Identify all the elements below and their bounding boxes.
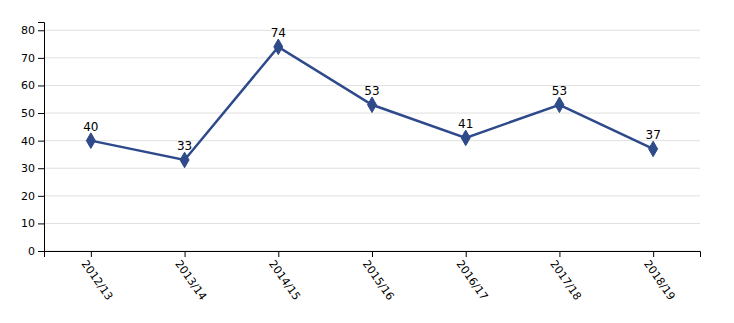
y-tick-label: 30 [21, 162, 35, 175]
data-label: 53 [364, 84, 379, 98]
marker [86, 133, 95, 149]
x-tick: 2015/16 [360, 251, 397, 303]
grid-line [44, 223, 700, 224]
y-tick: 50 [21, 107, 44, 120]
data-labels: 40 33 74 53 41 53 37 [83, 26, 661, 153]
y-tick: 0 [28, 245, 44, 258]
y-tick: 60 [21, 79, 44, 92]
grid-line [44, 140, 700, 141]
grid-line [44, 30, 700, 31]
x-tick: 2016/17 [454, 251, 491, 303]
marks [86, 39, 657, 168]
grid-line [44, 195, 700, 196]
y-tick-mark [38, 113, 44, 114]
x-tick-mark [653, 251, 654, 257]
plot-area: 010203040506070802012/132013/142014/1520… [21, 23, 701, 303]
y-tick-label: 60 [21, 79, 35, 92]
x-tick-mark [91, 251, 92, 257]
x-tick-label: 2012/13 [79, 258, 116, 303]
y-tick: 70 [21, 52, 44, 65]
x-tick-mark [559, 251, 560, 257]
marker [180, 152, 189, 168]
x-tick-label: 2015/16 [360, 258, 397, 303]
marker [368, 97, 377, 113]
grid-line [44, 57, 700, 58]
y-tick-mark [38, 223, 44, 224]
y-tick-label: 50 [21, 107, 35, 120]
x-tick-mark [372, 251, 373, 257]
line [91, 47, 653, 160]
x-tick: 2012/13 [79, 251, 116, 303]
y-tick-label: 70 [21, 52, 35, 65]
y-tick: 80 [21, 24, 44, 37]
y-tick-label: 40 [21, 135, 35, 148]
data-label: 40 [83, 120, 98, 134]
y-tick: 20 [21, 190, 44, 203]
x-tick: 2014/15 [266, 251, 303, 303]
x-tick-label: 2018/19 [641, 258, 678, 303]
grid-line [44, 168, 700, 169]
y-tick-mark [38, 168, 44, 169]
y-tick-mark [38, 196, 44, 197]
x-axis: 2012/13 2013/14 2014/15 2015/16 2016/17 2017/… [45, 251, 701, 303]
y-axis-line [38, 23, 45, 252]
data-label: 74 [271, 26, 286, 40]
y-axis: 0 10 20 30 40 50 60 70 80 [21, 23, 45, 259]
chart: 010203040506070802012/132013/142014/1520… [0, 0, 734, 323]
marker [555, 97, 564, 113]
x-tick-label: 2013/14 [172, 258, 209, 303]
y-tick-mark [38, 141, 44, 142]
x-axis-line [45, 252, 701, 258]
y-tick-mark [38, 85, 44, 86]
grid [44, 30, 700, 251]
data-label: 41 [458, 117, 473, 131]
x-tick: 2017/18 [547, 251, 584, 303]
marker [461, 130, 470, 146]
x-tick-label: 2017/18 [547, 258, 584, 303]
data-label: 53 [552, 84, 567, 98]
y-tick-label: 10 [21, 217, 35, 230]
y-tick: 10 [21, 217, 44, 230]
y-tick: 30 [21, 162, 44, 175]
x-tick-mark [278, 251, 279, 257]
x-tick-label: 2014/15 [266, 258, 303, 303]
data-label: 37 [646, 128, 661, 142]
y-tick-mark [38, 58, 44, 59]
marker [649, 141, 658, 157]
y-tick-label: 80 [21, 24, 35, 37]
x-tick-label: 2016/17 [454, 258, 491, 303]
y-tick-label: 20 [21, 190, 35, 203]
y-tick: 40 [21, 135, 44, 148]
x-tick-mark [466, 251, 467, 257]
y-tick-mark [38, 251, 44, 252]
x-tick-mark [185, 251, 186, 257]
x-tick: 2013/14 [172, 251, 209, 303]
y-tick-mark [38, 30, 44, 31]
y-tick-label: 0 [28, 245, 35, 258]
x-tick: 2018/19 [641, 251, 678, 303]
marker [274, 39, 283, 55]
data-label: 33 [177, 139, 192, 153]
